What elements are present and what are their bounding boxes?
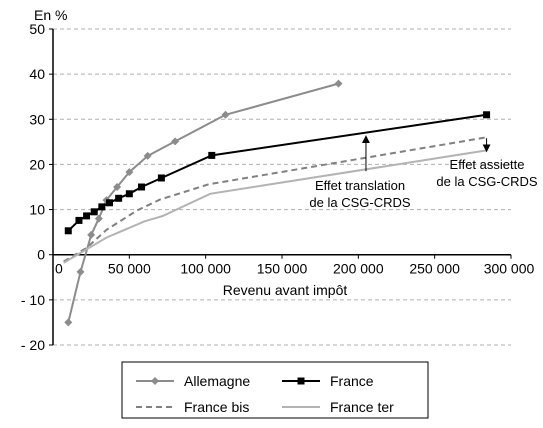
data-point-square [90, 208, 98, 216]
data-point-square [157, 174, 165, 182]
data-point-diamond [64, 318, 73, 327]
data-point-diamond [143, 151, 152, 160]
y-tick-label: 10 [29, 202, 45, 218]
legend-label: France [330, 373, 374, 389]
x-tick-label: 200 000 [333, 261, 384, 277]
x-tick-label: 50 000 [108, 261, 151, 277]
y-tick-label: 0 [37, 247, 45, 263]
y-tick-label: - 10 [21, 292, 45, 308]
data-point-square [125, 190, 133, 198]
data-point-square [483, 111, 491, 119]
data-point-square [83, 212, 91, 220]
y-tick-label: 40 [29, 66, 45, 82]
data-point-square [105, 199, 113, 207]
gridlines [53, 28, 511, 346]
legend: Allemagne France France bis France ter [121, 361, 429, 419]
x-axis-title: Revenu avant impôt [223, 282, 348, 298]
series-line [63, 136, 487, 263]
data-point-diamond [113, 183, 122, 191]
legend-label: Allemagne [184, 373, 250, 389]
data-point-square [115, 194, 123, 202]
data-point-diamond [94, 214, 103, 223]
legend-box [121, 361, 429, 419]
legend-label: France bis [184, 399, 249, 415]
data-point-diamond [76, 267, 85, 276]
x-tick-label: 150 000 [257, 261, 308, 277]
y-tick-label: 20 [29, 156, 45, 172]
annotation-translation-line2: de la CSG-CRDS [309, 195, 410, 210]
data-point-diamond [221, 110, 230, 119]
data-point-square [64, 227, 72, 235]
annotation-assiette-line2: de la CSG-CRDS [436, 174, 537, 189]
y-tick-label: 30 [29, 111, 45, 127]
x-tick-label: 300 000 [484, 261, 535, 277]
data-point-diamond [171, 137, 180, 146]
data-point-diamond [334, 79, 343, 88]
y-tick-label: 50 [29, 21, 45, 37]
x-tick-label: 0 [55, 261, 63, 277]
x-tick-label: 250 000 [409, 261, 460, 277]
legend-label: France ter [330, 399, 394, 415]
y-tick-label: - 20 [21, 337, 45, 353]
axes: - 20 - 10 0 10 20 30 40 50 0 50 000 100 000 150 000… [21, 7, 535, 353]
y-axis-title: En % [34, 7, 67, 23]
data-point-square [75, 216, 83, 224]
data-point-square [208, 151, 216, 159]
data-point-square [138, 183, 146, 191]
x-tick-label: 100 000 [180, 261, 231, 277]
legend-marker-square [297, 377, 305, 385]
legend-marker-diamond [151, 377, 159, 385]
series-group [63, 79, 491, 327]
data-point-diamond [125, 168, 134, 177]
data-point-diamond [87, 230, 96, 239]
data-point-square [98, 203, 106, 211]
annotation-assiette-line1: Effet assiette [450, 157, 525, 172]
series-line [63, 149, 487, 264]
annotations: Effet translation de la CSG-CRDS Effet ass… [309, 135, 538, 210]
annotation-translation-line1: Effet translation [315, 178, 405, 193]
